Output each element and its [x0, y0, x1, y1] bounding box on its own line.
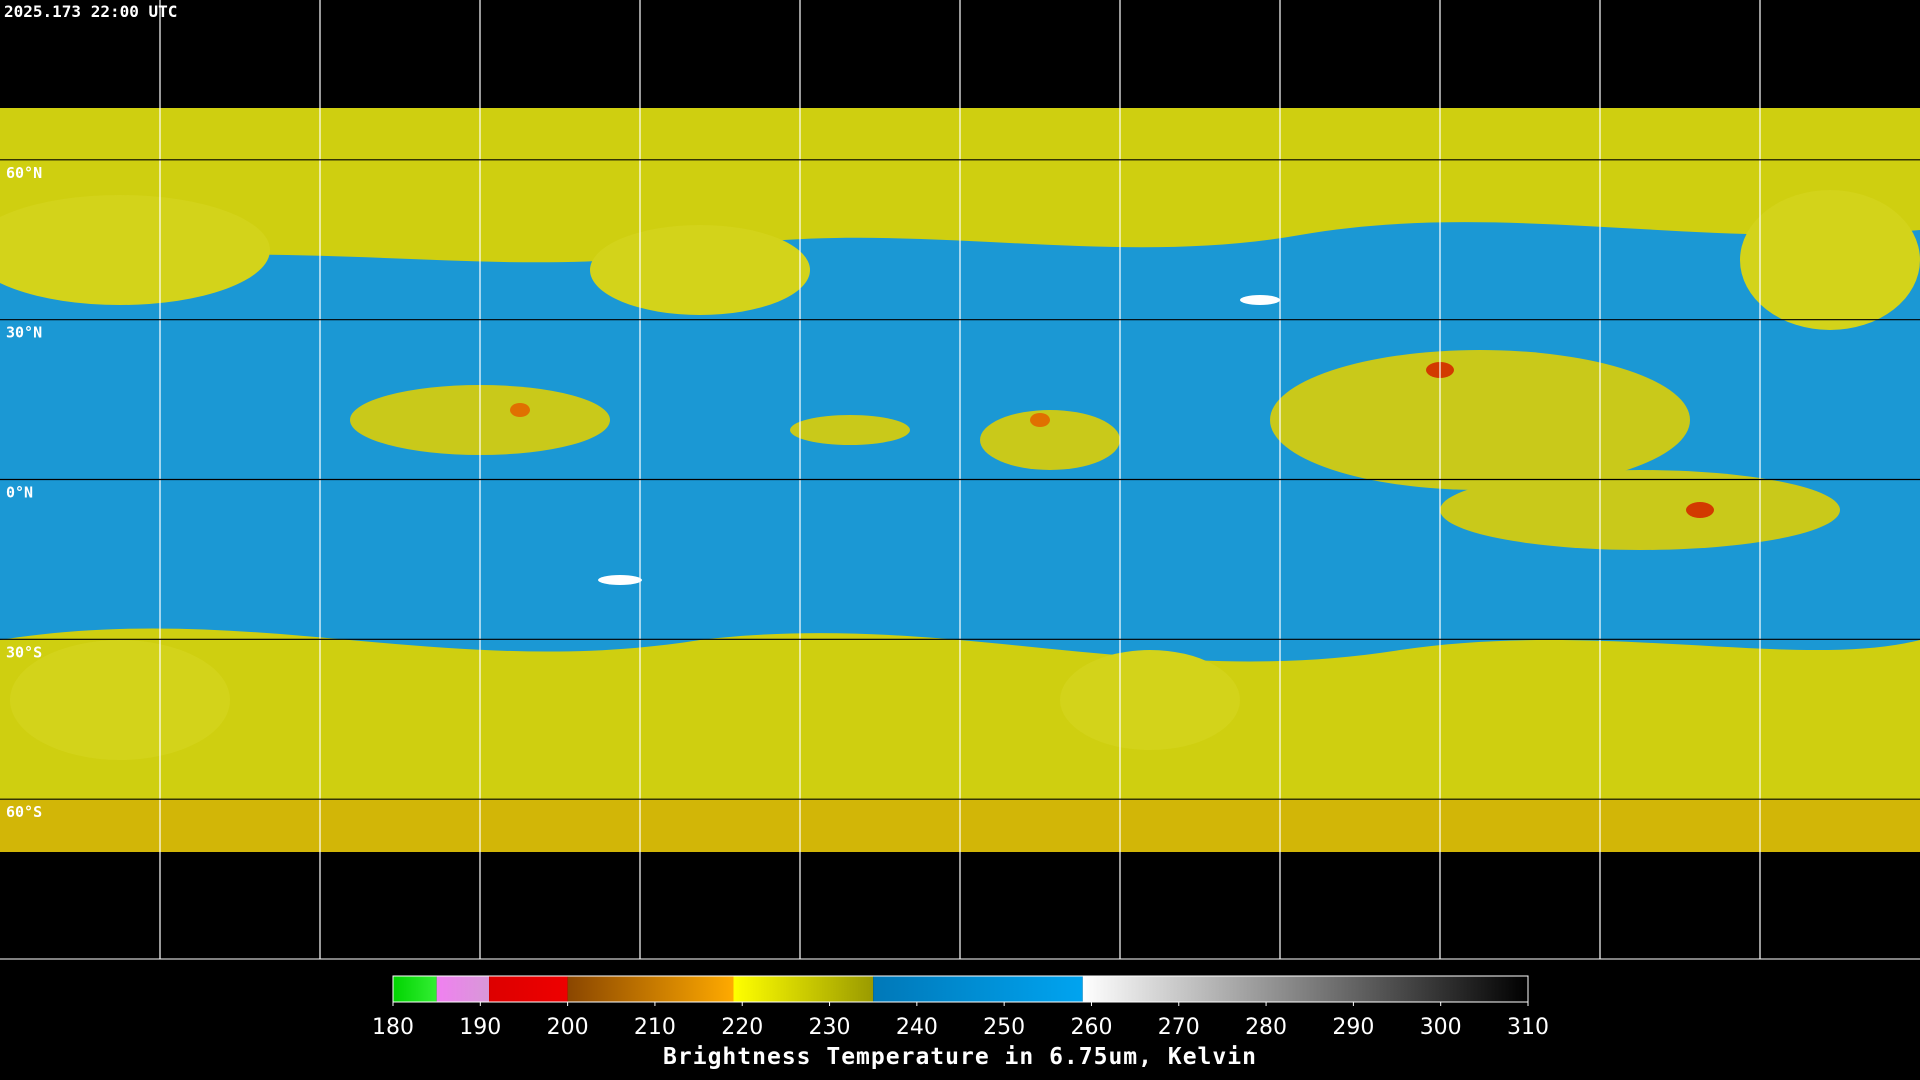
latitude-label: 60°N	[6, 164, 42, 182]
cloud	[1440, 470, 1840, 550]
colorbar-label: Brightness Temperature in 6.75um, Kelvin	[663, 1044, 1257, 1070]
cloud	[980, 410, 1120, 470]
colorbar-segment	[873, 976, 1083, 1002]
colorbar-tick-label: 210	[634, 1015, 676, 1040]
cloud	[0, 195, 270, 305]
colorbar-segment	[393, 976, 437, 1002]
cloud	[1060, 650, 1240, 750]
colorbar-tick-label: 180	[372, 1015, 414, 1040]
cloud	[790, 415, 910, 445]
latitude-label: 60°S	[6, 803, 42, 821]
timestamp: 2025.173 22:00 UTC	[4, 2, 177, 21]
latitude-label: 30°S	[6, 643, 42, 661]
colorbar-segment	[436, 976, 490, 1002]
colorbar-tick-label: 260	[1070, 1015, 1112, 1040]
colorbar-tick-label: 200	[547, 1015, 589, 1040]
colorbar-frame	[392, 975, 1529, 1003]
dry-spot	[598, 575, 642, 585]
colorbar-tick-label: 240	[896, 1015, 938, 1040]
colorbar-segment	[567, 976, 734, 1002]
cloud	[1270, 350, 1690, 490]
colorbar-tick-label: 270	[1158, 1015, 1200, 1040]
convection	[510, 403, 530, 417]
latitude-label: 30°N	[6, 324, 42, 342]
cloud	[1740, 190, 1920, 330]
colorbar-segment	[1082, 976, 1528, 1002]
colorbar-tick-label: 190	[459, 1015, 501, 1040]
convection	[1030, 413, 1050, 427]
dry-spot	[1240, 295, 1280, 305]
colorbar-tick-label: 310	[1507, 1015, 1549, 1040]
colorbar-tick-label: 230	[809, 1015, 851, 1040]
cloud	[590, 225, 810, 315]
colorbar-tick-label: 250	[983, 1015, 1025, 1040]
latitude-label: 0°N	[6, 484, 33, 502]
colorbar-segment	[733, 976, 874, 1002]
graticule: 60°N 30°N 0°N 30°S 60°S	[0, 0, 1920, 960]
colorbar-segment	[489, 976, 568, 1002]
colorbar-tick-label: 290	[1332, 1015, 1374, 1040]
convection	[1686, 502, 1714, 518]
colorbar-tick-label: 280	[1245, 1015, 1287, 1040]
colorbar-tick-label: 220	[721, 1015, 763, 1040]
cloud	[10, 640, 230, 760]
colorbar: 180 190 200 210 220 230 240 250 260 270 280 290 300 3…	[372, 975, 1549, 1040]
colorbar-tick-label: 300	[1420, 1015, 1462, 1040]
